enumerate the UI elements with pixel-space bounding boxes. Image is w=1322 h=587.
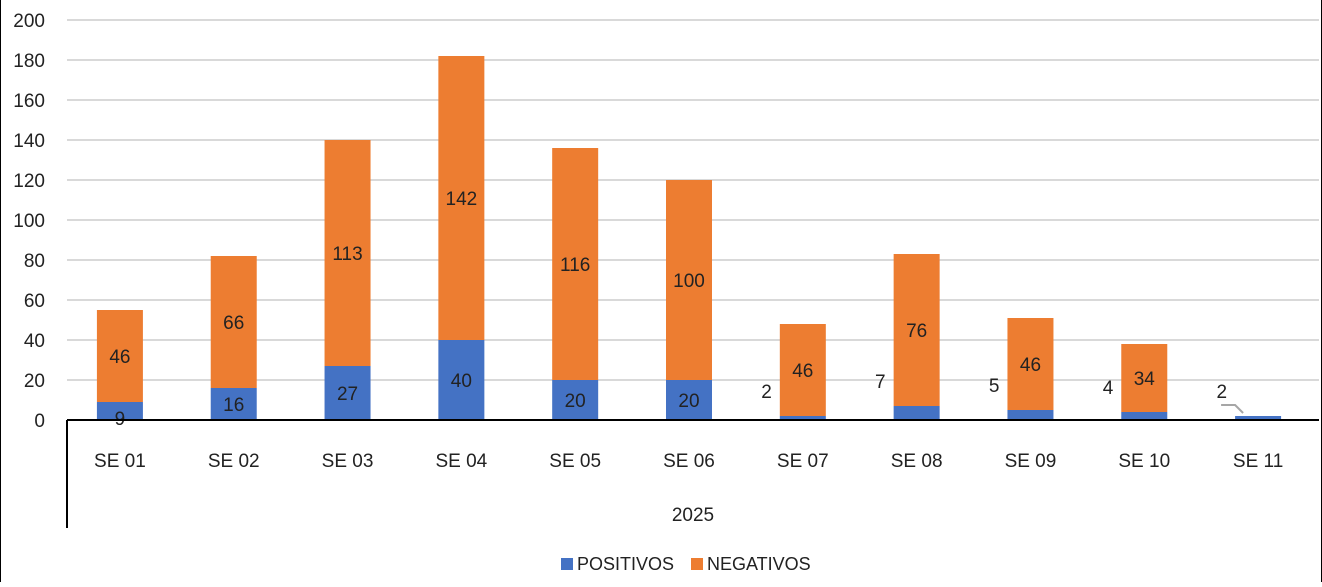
bar-positivos [893,406,940,420]
data-label-negativos: 100 [673,271,705,292]
legend-swatch-negativos [691,558,703,570]
bar-negativos [779,324,826,416]
y-tick-label: 100 [13,211,45,232]
y-tick-label: 120 [13,171,45,192]
bar-negativos [210,256,257,388]
data-label-negativos: 113 [332,244,362,265]
bar-negativos [438,56,485,340]
bar-negativos [893,254,940,406]
x-tick-label: SE 07 [777,451,829,472]
bar-negativos [666,180,712,380]
data-label-negativos: 46 [109,347,130,368]
x-group-label: 2025 [672,505,714,526]
y-tick-label: 80 [24,251,45,272]
axes [66,419,1319,528]
x-tick-label: SE 02 [208,451,260,472]
data-label-negativos: 142 [446,189,478,210]
data-label-negativos: 46 [1020,355,1041,376]
bars [96,56,1282,420]
y-tick-label: 200 [13,11,45,32]
bar-positivos [1235,416,1282,420]
x-tick-label: SE 11 [1233,451,1283,472]
category-labels: SE 01 SE 02 SE 03 SE 04 SE 05 SE 06 SE 07 SE 08… [94,451,1283,526]
data-label-negativos: 76 [906,321,927,342]
x-tick-label: SE 09 [1005,451,1057,472]
data-label-positivos: 27 [337,384,358,405]
x-tick-label: SE 04 [435,451,487,472]
data-label-positivos: 4 [1103,378,1114,399]
data-label-negativos: 66 [223,313,244,334]
y-tick-label: 60 [24,291,45,312]
legend-label-positivos: POSITIVOS [577,554,674,574]
y-tick-label: 140 [13,131,45,152]
x-tick-label: SE 05 [549,451,601,472]
x-tick-label: SE 03 [322,451,374,472]
data-label-positivos: 20 [565,391,586,412]
x-tick-label: SE 10 [1118,451,1170,472]
data-label-positivos: 2 [761,382,772,403]
bar-positivos [1121,412,1168,420]
bar-negativos [552,148,599,380]
bar-positivos [666,380,712,420]
bar-positivos [324,366,371,420]
x-tick-label: SE 08 [891,451,943,472]
y-tick-label: 20 [24,371,45,392]
data-label-positivos: 16 [223,395,244,416]
bar-positivos [438,340,485,420]
bar-negativos [1007,318,1054,410]
data-label-negativos: 34 [1134,369,1156,390]
leader-line [1221,404,1244,414]
legend: POSITIVOS NEGATIVOS [561,554,811,574]
bar-positivos [779,416,826,420]
x-tick-label: SE 01 [94,451,146,472]
y-tick-label: 160 [13,91,45,112]
bar-negativos [324,140,371,366]
data-label-positivos: 7 [875,372,886,393]
y-tick-label: 180 [13,51,45,72]
y-axis-ticks: 0 20 40 60 80 100 120 140 160 180 200 [13,11,45,432]
legend-label-negativos: NEGATIVOS [707,554,811,574]
data-label-negativos: 116 [560,255,590,276]
data-label-positivos: 40 [451,371,472,392]
x-tick-label: SE 06 [663,451,715,472]
bar-positivos [552,380,599,420]
data-label-positivos: 20 [678,391,699,412]
data-label-positivos: 5 [989,376,1000,397]
y-tick-label: 0 [34,411,45,432]
bar-negativos [1121,344,1168,412]
data-label-positivos: 2 [1217,382,1228,403]
legend-swatch-positivos [561,558,573,570]
bar-positivos [96,402,143,420]
bar-negativos [96,310,143,402]
bar-positivos [1007,410,1054,420]
bar-positivos [210,388,257,420]
y-tick-label: 40 [24,331,45,352]
data-label-negativos: 46 [792,361,813,382]
